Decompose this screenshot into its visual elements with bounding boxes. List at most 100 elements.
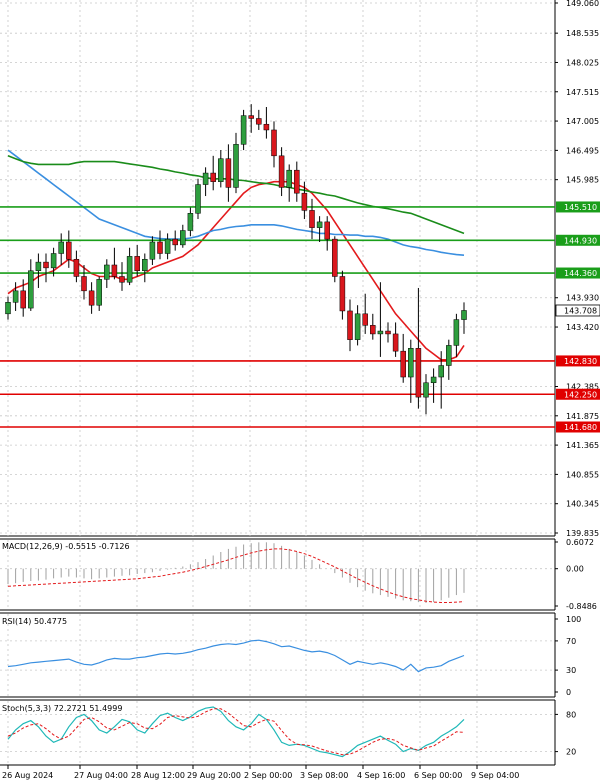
candle-bear — [225, 158, 232, 188]
rsi-line — [7, 639, 465, 673]
candle-bull — [218, 158, 224, 182]
candle-bear — [392, 333, 399, 352]
stoch-panel-frame — [0, 699, 556, 766]
candle-bull — [50, 253, 57, 269]
candle-bear — [332, 238, 338, 277]
candle-bull — [104, 264, 110, 280]
candle-bull — [187, 213, 194, 231]
stoch-y-tick-label: 20 — [566, 748, 576, 757]
stoch-main-line — [7, 706, 465, 758]
candle-bear — [278, 155, 285, 188]
x-tick-label: 6 Sep 00:00 — [414, 771, 462, 780]
y-tick-label: 141.875 — [566, 412, 599, 421]
x-axis-labels: 26 Aug 2024 27 Aug 04:00 28 Aug 12:00 29 Au… — [2, 765, 519, 780]
level-label-text: 144.930 — [564, 236, 597, 245]
y-tick-label: 149.060 — [566, 0, 599, 8]
candle-bear — [81, 276, 87, 292]
macd-y-tick-label: -0.8486 — [566, 602, 597, 611]
rsi-label: RSI(14) 50.4775 — [2, 617, 67, 626]
candle-bear — [248, 115, 254, 119]
candle-bull — [58, 241, 64, 254]
horizontal-levels — [0, 206, 555, 428]
candle-bear — [324, 221, 330, 240]
y-tick-label: 140.855 — [566, 470, 599, 479]
level-label-box — [556, 388, 600, 400]
y-tick-label: 140.345 — [566, 500, 599, 509]
level-label-box — [556, 355, 600, 367]
candlesticks — [5, 104, 467, 415]
candle-bull — [233, 144, 239, 188]
candle-bear — [400, 350, 406, 378]
candle-bull — [180, 230, 186, 246]
x-tick-label: 4 Sep 16:00 — [357, 771, 405, 780]
candle-bear — [385, 330, 391, 335]
stoch-label: Stoch(5,3,3) 72.2721 51.4999 — [2, 704, 122, 713]
stoch-indicator: 80 20 — [0, 706, 576, 758]
candle-bear — [301, 192, 308, 211]
y-tick-label: 141.365 — [566, 441, 599, 450]
candle-bull — [195, 184, 201, 214]
candle-bull — [126, 256, 133, 283]
candle-bull — [446, 345, 452, 366]
candle-bull — [149, 241, 156, 260]
macd-panel-frame — [0, 538, 556, 611]
candle-bull — [96, 279, 102, 306]
candle-bull — [202, 172, 209, 185]
y-tick-label: 142.385 — [566, 382, 599, 391]
candle-bear — [362, 313, 368, 326]
candle-bear — [172, 238, 178, 246]
level-label-text: 142.250 — [564, 390, 597, 399]
rsi-y-tick-label: 30 — [566, 666, 576, 675]
candle-bull — [377, 330, 384, 335]
candle-bull — [453, 319, 460, 346]
main-panel-frame — [0, 0, 556, 537]
x-tick-label: 2 Sep 00:00 — [244, 771, 292, 780]
candle-bull — [28, 270, 34, 309]
candle-bear — [157, 241, 163, 254]
level-label-text: 144.360 — [564, 269, 597, 278]
macd-y-tick-label: 0.00 — [566, 565, 584, 574]
y-tick-label: 143.420 — [566, 323, 599, 332]
candle-bull — [438, 365, 444, 378]
rsi-y-tick-label: 100 — [566, 615, 581, 624]
candle-bear — [88, 290, 95, 306]
candle-bear — [66, 241, 72, 260]
rsi-y-tick-label: 70 — [566, 637, 576, 646]
y-tick-label: 147.515 — [566, 88, 599, 97]
candle-bull — [12, 290, 19, 303]
level-label-text: 145.510 — [564, 203, 597, 212]
macd-signal-line — [7, 548, 465, 603]
candle-bear — [20, 290, 26, 309]
x-tick-label: 26 Aug 2024 — [2, 771, 53, 780]
candle-bull — [408, 348, 414, 378]
stoch-y-tick-label: 80 — [566, 710, 576, 719]
candle-bull — [164, 238, 171, 254]
x-tick-label: 9 Sep 04:00 — [471, 771, 519, 780]
level-label-box — [556, 421, 600, 433]
candle-bear — [294, 169, 300, 194]
candle-bear — [43, 261, 49, 269]
grid-lines — [0, 0, 555, 765]
level-label-box — [556, 267, 600, 279]
candle-bear — [339, 276, 346, 312]
candle-bear — [271, 129, 277, 157]
y-tick-label: 143.930 — [566, 294, 599, 303]
macd-indicator: 0.6072 0.00 -0.8486 — [0, 538, 597, 611]
y-tick-label: 148.025 — [566, 58, 599, 67]
candle-bear — [370, 325, 376, 335]
current-price-label: 143.708 — [564, 306, 597, 315]
x-tick-label: 29 Aug 20:00 — [187, 771, 241, 780]
level-labels: 145.510 144.930 144.360 142.830 142.250 141.6… — [555, 201, 600, 433]
macd-y-tick-label: 0.6072 — [566, 538, 594, 547]
y-tick-label: 148.535 — [566, 29, 599, 38]
rsi-panel-frame — [0, 612, 556, 698]
level-label-text: 142.830 — [564, 357, 597, 366]
candle-bull — [5, 302, 11, 315]
x-tick-label: 3 Sep 08:00 — [300, 771, 348, 780]
candle-bear — [415, 348, 422, 398]
level-label-box — [556, 234, 600, 246]
y-tick-label: 139.835 — [566, 529, 599, 538]
candle-bull — [316, 221, 323, 228]
